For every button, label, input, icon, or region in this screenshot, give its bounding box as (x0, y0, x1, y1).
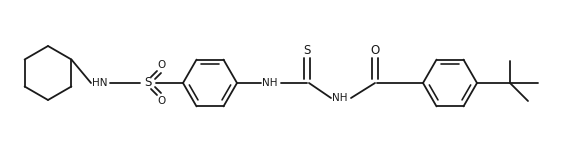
Text: NH: NH (262, 78, 278, 88)
Text: S: S (144, 77, 152, 89)
Text: O: O (158, 96, 166, 106)
Text: O: O (370, 44, 380, 57)
Text: NH: NH (332, 93, 348, 103)
Text: O: O (158, 60, 166, 70)
Text: HN: HN (92, 78, 108, 88)
Text: S: S (303, 44, 311, 57)
